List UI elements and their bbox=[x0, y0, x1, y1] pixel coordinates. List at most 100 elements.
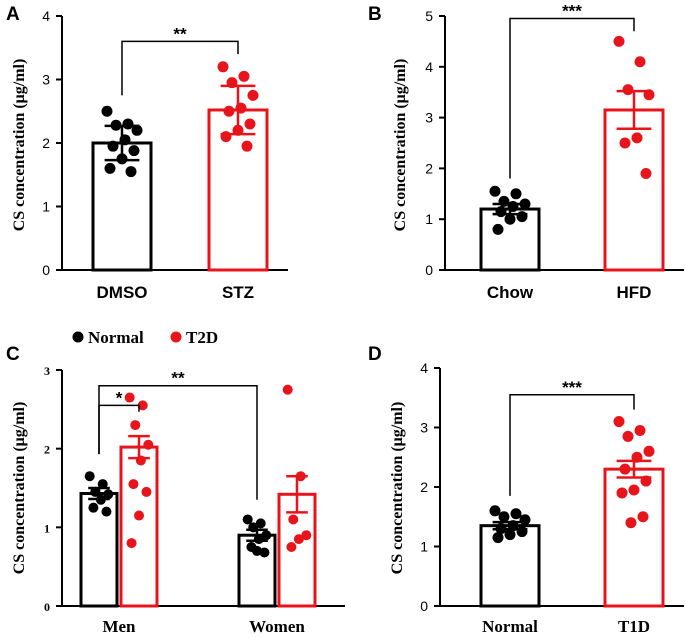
y-tick-label: 0 bbox=[44, 600, 50, 614]
series-0-data-point bbox=[103, 489, 114, 500]
panel-c: C 0 1 2 3 CS concentration (μg/ml) Men Women Nor… bbox=[6, 328, 345, 636]
legend-marker bbox=[170, 331, 182, 343]
series-1-data-point bbox=[134, 510, 144, 521]
series-1-data-point bbox=[143, 439, 154, 450]
category-data-point bbox=[504, 213, 516, 225]
series-1-data-point bbox=[282, 384, 293, 395]
series-1-data-point bbox=[293, 534, 304, 545]
series-1-data-point bbox=[141, 486, 152, 497]
series-1-data-point bbox=[295, 471, 306, 482]
category-data-point bbox=[631, 132, 643, 144]
y-tick-label: 3 bbox=[42, 72, 50, 88]
series-1-data-point bbox=[286, 542, 297, 552]
series-0-data-point bbox=[255, 518, 266, 529]
panel-d: D 0 1 2 3 4 CS concentration (μg/ml) Normal T1D *… bbox=[368, 344, 684, 636]
panel-a: A 0 1 2 3 4 CS concentration (μg/ml) DMSO STZ ** bbox=[6, 4, 288, 302]
series-0-data-point bbox=[95, 494, 106, 505]
category-data-point bbox=[131, 124, 143, 136]
category-data-point bbox=[622, 84, 634, 96]
y-axis-label: CS concentration (μg/ml) bbox=[389, 402, 406, 575]
series-1-data-point bbox=[135, 455, 146, 466]
category-data-point bbox=[489, 185, 501, 197]
y-tick-label: 4 bbox=[420, 360, 428, 376]
y-tick-label: 2 bbox=[425, 160, 433, 176]
y-tick-label: 1 bbox=[425, 211, 433, 227]
category-data-point bbox=[104, 162, 116, 174]
series-0-data-point bbox=[97, 479, 108, 490]
category-data-point bbox=[125, 166, 137, 178]
category-data-point bbox=[516, 526, 528, 538]
y-tick-label: 5 bbox=[425, 8, 433, 24]
category-data-point bbox=[504, 529, 516, 541]
series-0-data-point bbox=[252, 545, 262, 556]
series-0-data-point bbox=[84, 471, 95, 482]
category-data-point bbox=[640, 167, 652, 179]
category-data-point bbox=[619, 137, 631, 149]
category-data-point bbox=[625, 517, 637, 529]
category-data-point bbox=[223, 105, 235, 117]
series-0-data-point bbox=[90, 486, 101, 497]
category-data-point bbox=[622, 430, 634, 442]
category-data-point bbox=[634, 56, 646, 68]
category-data-point bbox=[217, 61, 229, 73]
x-category-label: DMSO bbox=[97, 283, 148, 302]
category-data-point bbox=[637, 511, 649, 523]
y-tick-label: 0 bbox=[425, 262, 433, 278]
category-data-point bbox=[116, 153, 128, 165]
series-0-data-point bbox=[259, 547, 270, 558]
series-0-bar bbox=[79, 492, 119, 608]
y-tick-label: 3 bbox=[425, 110, 433, 126]
category-data-point bbox=[238, 70, 250, 82]
series-1-data-point bbox=[128, 479, 139, 490]
y-tick-label: 2 bbox=[420, 479, 428, 495]
category-data-point bbox=[613, 416, 625, 428]
category-data-point bbox=[631, 451, 643, 463]
significance-label: ** bbox=[173, 24, 187, 43]
series-0-data-point bbox=[88, 502, 99, 513]
series-1-bar bbox=[119, 445, 159, 608]
series-1-data-point bbox=[301, 530, 312, 541]
category-data-point bbox=[101, 105, 113, 117]
category-bar bbox=[207, 108, 269, 272]
category-data-point bbox=[519, 198, 531, 210]
y-tick-label: 4 bbox=[42, 8, 50, 24]
category-data-point bbox=[613, 35, 625, 47]
series-0-bar bbox=[237, 533, 277, 608]
category-data-point bbox=[640, 475, 652, 487]
category-data-point bbox=[498, 195, 510, 207]
legend: Normal T2D bbox=[72, 328, 218, 347]
significance-bracket bbox=[509, 394, 635, 496]
y-tick-label: 2 bbox=[44, 443, 50, 457]
panel-b: B 0 1 2 3 4 5 CS concentration (μg/ml) Chow HFD **… bbox=[368, 2, 684, 302]
panel-letter: C bbox=[6, 344, 20, 365]
y-axis-label: CS concentration (μg/ml) bbox=[11, 59, 28, 232]
y-tick-label: 0 bbox=[420, 598, 428, 614]
category-data-point bbox=[241, 140, 253, 152]
series-0-data-point bbox=[253, 534, 264, 545]
x-category-label: Chow bbox=[487, 283, 534, 302]
series-0-data-point bbox=[242, 514, 253, 525]
panel-letter: A bbox=[6, 4, 20, 25]
x-group-label: Women bbox=[249, 617, 305, 636]
y-tick-label: 1 bbox=[44, 521, 50, 535]
category-data-point bbox=[244, 118, 256, 130]
significance-bracket bbox=[509, 17, 635, 179]
panel-letter: B bbox=[368, 4, 382, 25]
category-data-point bbox=[489, 505, 501, 517]
y-axis-label: CS concentration (μg/ml) bbox=[392, 59, 409, 232]
category-data-point bbox=[492, 532, 504, 544]
legend-label: T2D bbox=[186, 328, 218, 347]
x-category-label: STZ bbox=[222, 283, 254, 302]
y-tick-label: 1 bbox=[42, 199, 50, 215]
category-data-point bbox=[128, 145, 140, 157]
category-data-point bbox=[516, 211, 528, 223]
x-category-label: HFD bbox=[617, 283, 652, 302]
category-data-point bbox=[519, 514, 531, 526]
category-data-point bbox=[616, 487, 628, 499]
category-data-point bbox=[507, 520, 519, 532]
category-data-point bbox=[122, 118, 134, 130]
significance-label: * bbox=[116, 388, 123, 407]
category-data-point bbox=[110, 119, 122, 131]
category-data-point bbox=[235, 102, 247, 114]
